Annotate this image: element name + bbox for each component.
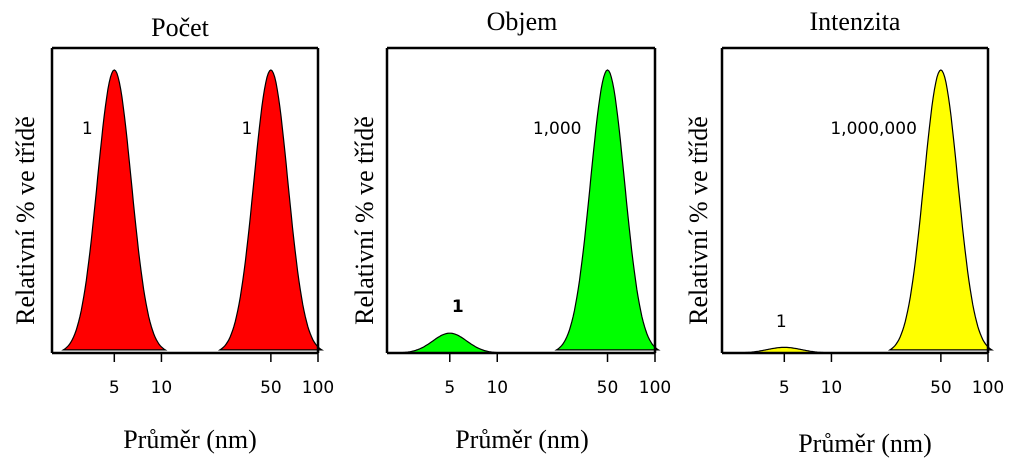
x-tick-label-1: 5 [444,378,455,398]
peak-2 [887,69,995,351]
x-tick-label-3: 50 [260,378,282,398]
chart-panel-1: 1 1 5 10 50 100 Počet Průměr (nm) Relativní % ve… [11,13,334,454]
x-tick-label-3: 50 [597,378,619,398]
peak-label-1: 1 [452,297,464,317]
x-tick-label-1: 5 [109,378,120,398]
peak-label-2: 1,000 [533,119,582,139]
y-axis-label: Relativní % ve třídě [11,116,40,325]
x-axis-label: Průměr (nm) [123,425,257,454]
peak-label-1: 1 [82,119,93,139]
peak-2 [554,69,661,351]
chart-panel-3: 1 1,000,000 5 10 50 100 Intenzita Průměr (nm) Re… [684,7,1004,458]
peak-label-2: 1 [241,119,252,139]
y-axis-label: Relativní % ve třídě [684,116,713,325]
y-axis-label: Relativní % ve třídě [350,116,379,325]
x-axis-label: Průměr (nm) [455,425,589,454]
peak-label-1: 1 [776,312,787,332]
peak-label-2: 1,000,000 [830,119,917,139]
peak-1 [61,69,168,351]
peak-1 [398,332,501,354]
chart-title: Počet [151,13,210,42]
x-tick-label-2: 10 [821,378,843,398]
x-tick-label-3: 50 [930,378,952,398]
chart-title: Intenzita [810,7,901,36]
x-tick-label-4: 100 [639,378,671,398]
x-axis-label: Průměr (nm) [798,429,932,458]
chart-panel-2: 1 1,000 5 10 50 100 Objem Průměr (nm) Relativní … [350,7,671,454]
chart-title: Objem [487,7,558,36]
x-tick-label-4: 100 [972,378,1004,398]
x-tick-label-2: 10 [151,378,173,398]
x-tick-label-4: 100 [302,378,334,398]
x-tick-label-1: 5 [779,378,790,398]
x-tick-label-2: 10 [486,378,508,398]
peak-2 [217,69,325,351]
